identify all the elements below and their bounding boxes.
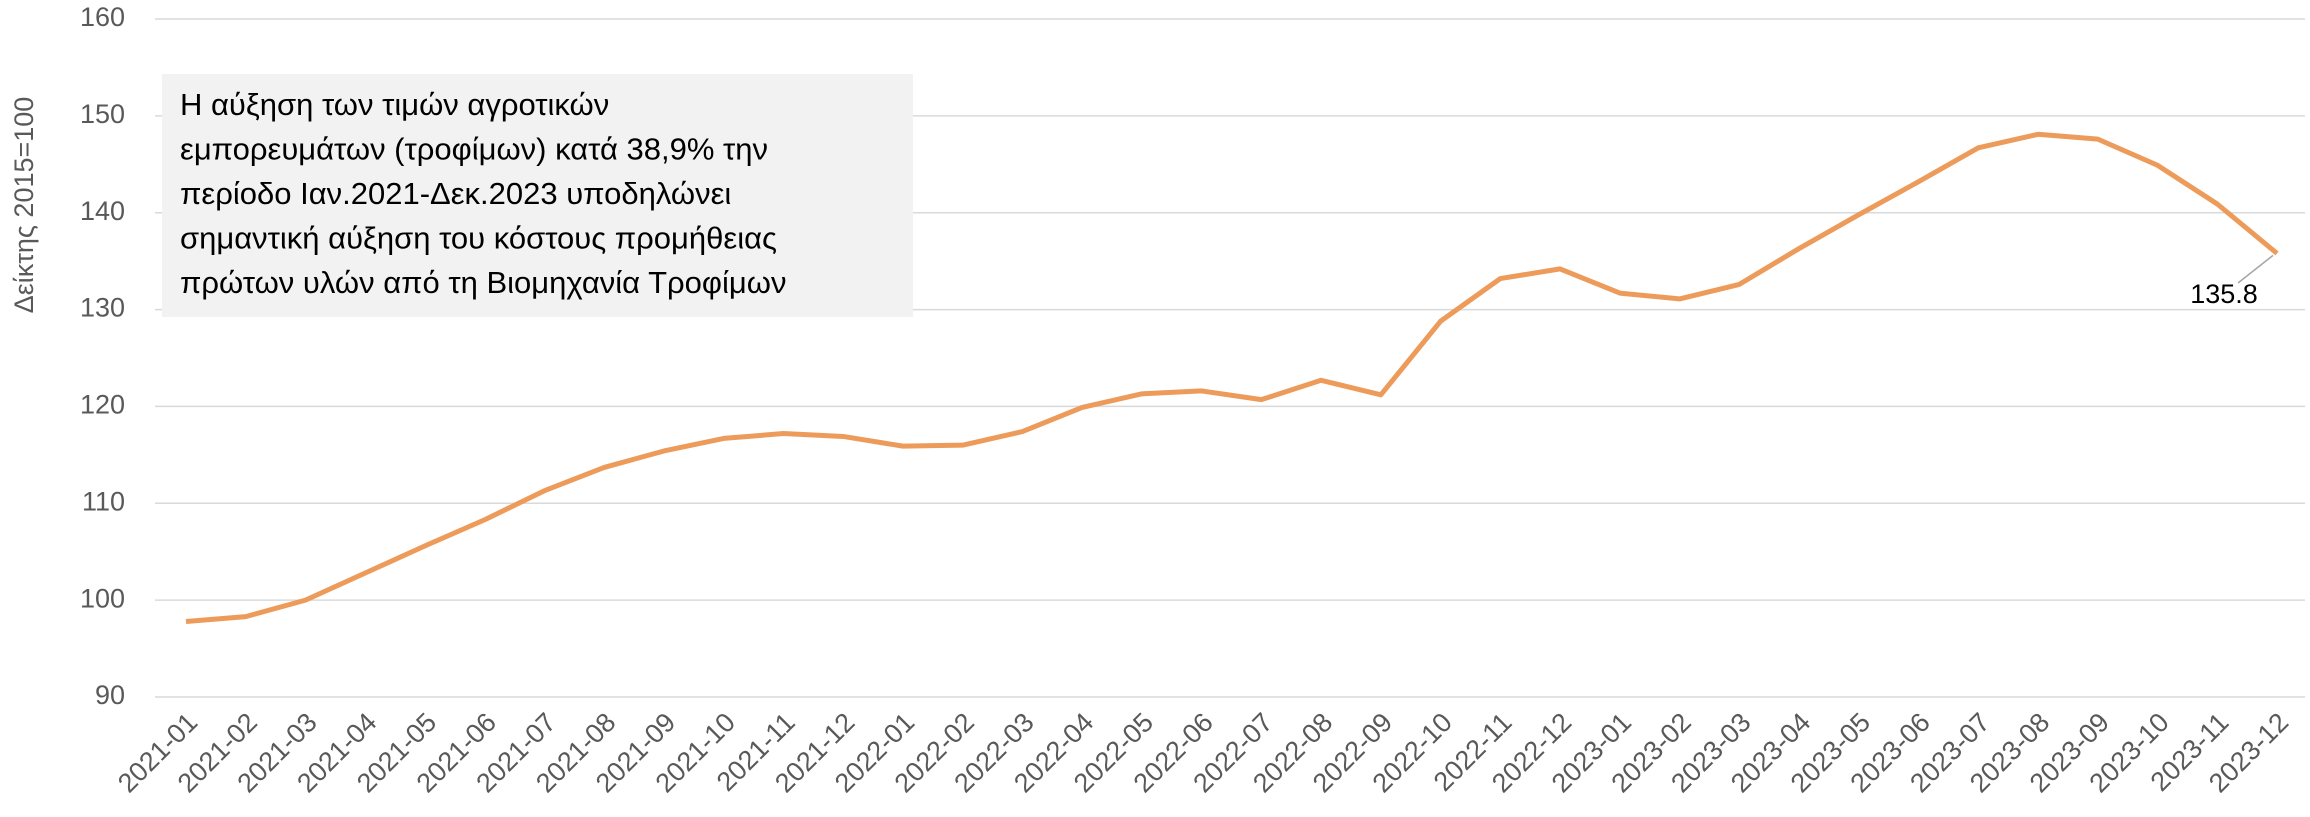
y-tick-label: 160 [80,2,125,32]
data-line [185,131,2279,624]
annotation-text: σημαντική αύξηση του κόστους προμήθειας [180,221,777,256]
y-tick-label: 90 [95,680,125,710]
annotation-text: Η αύξηση των τιμών αγροτικών [180,87,609,122]
annotation-text: εμπορευμάτων (τροφίμων) κατά 38,9% την [180,132,768,167]
data-label: 135.8 [2190,279,2258,309]
annotation-text: πρώτων υλών από τη Βιομηχανία Τροφίμων [180,265,786,300]
y-tick-label: 140 [80,196,125,226]
y-tick-label: 130 [80,293,125,323]
y-axis-label: Δείκτης 2015=100 [9,97,39,314]
y-tick-label: 120 [80,390,125,420]
annotation-box [162,74,913,317]
label-leader [2237,254,2274,284]
y-tick-label: 100 [80,583,125,613]
y-tick-label: 150 [80,99,125,129]
y-tick-label: 110 [82,486,125,516]
annotation-text: περίοδο Ιαν.2021-Δεκ.2023 υποδηλώνει [180,176,731,211]
